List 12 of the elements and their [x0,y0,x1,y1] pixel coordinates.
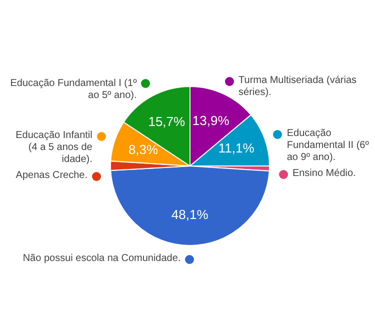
legend-label: Apenas Creche. [16,170,88,182]
data-label: 48,1% [171,206,209,222]
slice-label: Turma Multiseriada (várias séries). [238,75,357,100]
legend-label: Educação Infantil (4 a 5 anos de idade). [16,130,92,166]
data-label: 8,3% [128,142,159,157]
data-label: 11,1% [218,140,255,156]
legend-label: Educação Fundamental I (1º ao 5º ano). [10,78,137,102]
data-label: 15,7% [148,114,186,130]
slice-label: Educação Fundamental II (6º ao 9º ano). [286,128,369,164]
legend-label: Não possui escola na Comunidade. [22,253,181,266]
slice-label: Ensino Médio. [292,168,356,180]
data-label: 13,9% [192,112,230,128]
